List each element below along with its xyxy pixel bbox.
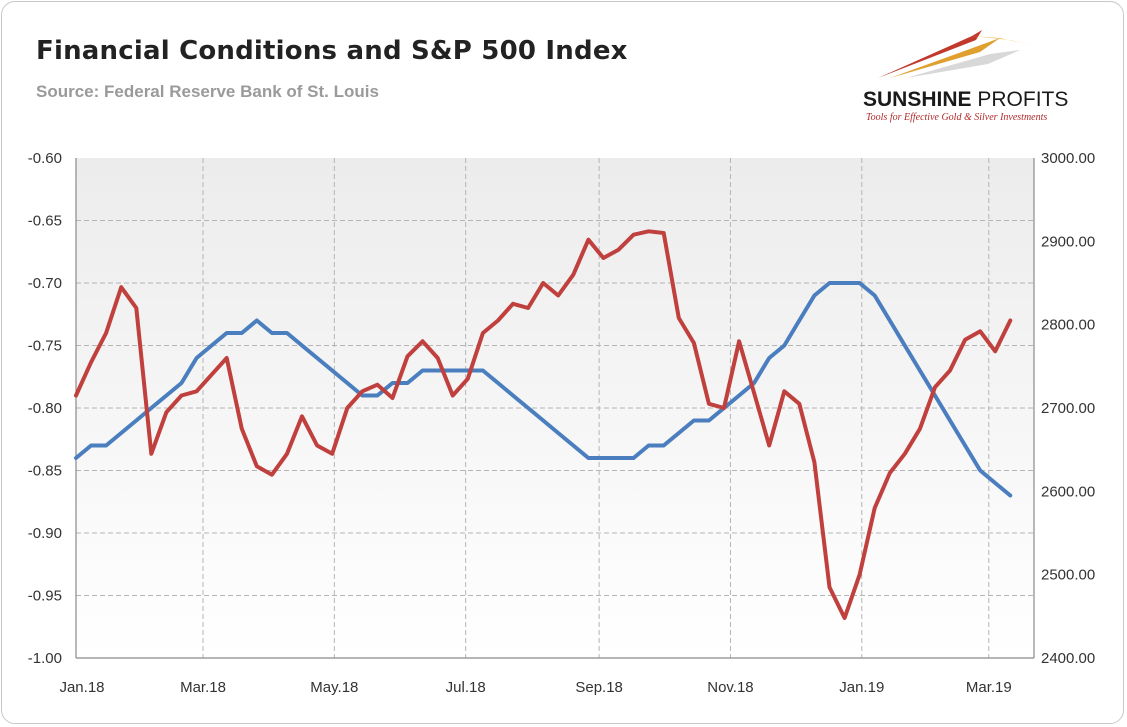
axes: [75, 158, 1035, 659]
y-right-tick-label: 2700.00: [1041, 400, 1095, 417]
y-right-tick-label: 2500.00: [1041, 567, 1095, 584]
y-left-tick-label: -0.60: [28, 150, 62, 167]
y-left-tick-label: -0.70: [28, 275, 62, 292]
y-left-tick-label: -0.85: [28, 463, 62, 480]
series-line-right-axis: [74, 229, 1013, 620]
y-left-tick-label: -0.80: [28, 400, 62, 417]
logo-name: SUNSHINE PROFITS: [863, 88, 1069, 111]
y-left-ticks: -0.60 -0.65 -0.70 -0.75 -0.80 -0.85 -0.90 -0.95…: [28, 150, 62, 667]
y-left-tick-label: -0.95: [28, 588, 62, 605]
chart-subtitle: Source: Federal Reserve Bank of St. Loui…: [36, 82, 379, 101]
y-left-tick-label: -0.65: [28, 213, 62, 230]
logo-swoosh-icon: [878, 30, 1035, 78]
y-right-ticks: 3000.00 2900.00 2800.00 2700.00 2600.00 2500.…: [1041, 150, 1095, 667]
sunshine-profits-logo: SUNSHINE PROFITS Tools for Effective Gol…: [860, 24, 1090, 124]
x-tick-label: Jan.19: [839, 679, 884, 696]
x-axis-ticks: Jan.18 Mar.18 May.18 Jul.18 Sep.18 Nov.18 Jan.…: [59, 679, 1011, 696]
y-right-tick-label: 3000.00: [1041, 150, 1095, 167]
y-left-tick-label: -0.90: [28, 525, 62, 542]
y-right-tick-label: 2900.00: [1041, 233, 1095, 250]
x-tick-label: Jan.18: [59, 679, 104, 696]
grid-lines: [76, 158, 1034, 658]
x-tick-label: May.18: [310, 679, 358, 696]
x-tick-label: Sep.18: [575, 679, 623, 696]
series-group: [74, 229, 1013, 620]
y-right-tick-label: 2800.00: [1041, 317, 1095, 334]
y-left-tick-label: -0.75: [28, 338, 62, 355]
x-tick-label: Jul.18: [446, 679, 486, 696]
logo-tagline: Tools for Effective Gold & Silver Invest…: [866, 112, 1048, 123]
x-tick-label: Mar.18: [180, 679, 226, 696]
y-left-tick-label: -1.00: [28, 650, 62, 667]
x-tick-label: Nov.18: [707, 679, 753, 696]
plot-area: [76, 158, 1034, 658]
x-tick-label: Mar.19: [966, 679, 1012, 696]
series-line-left-axis: [74, 281, 1013, 498]
chart-title: Financial Conditions and S&P 500 Index: [36, 36, 628, 66]
y-right-tick-label: 2400.00: [1041, 650, 1095, 667]
y-right-tick-label: 2600.00: [1041, 483, 1095, 500]
